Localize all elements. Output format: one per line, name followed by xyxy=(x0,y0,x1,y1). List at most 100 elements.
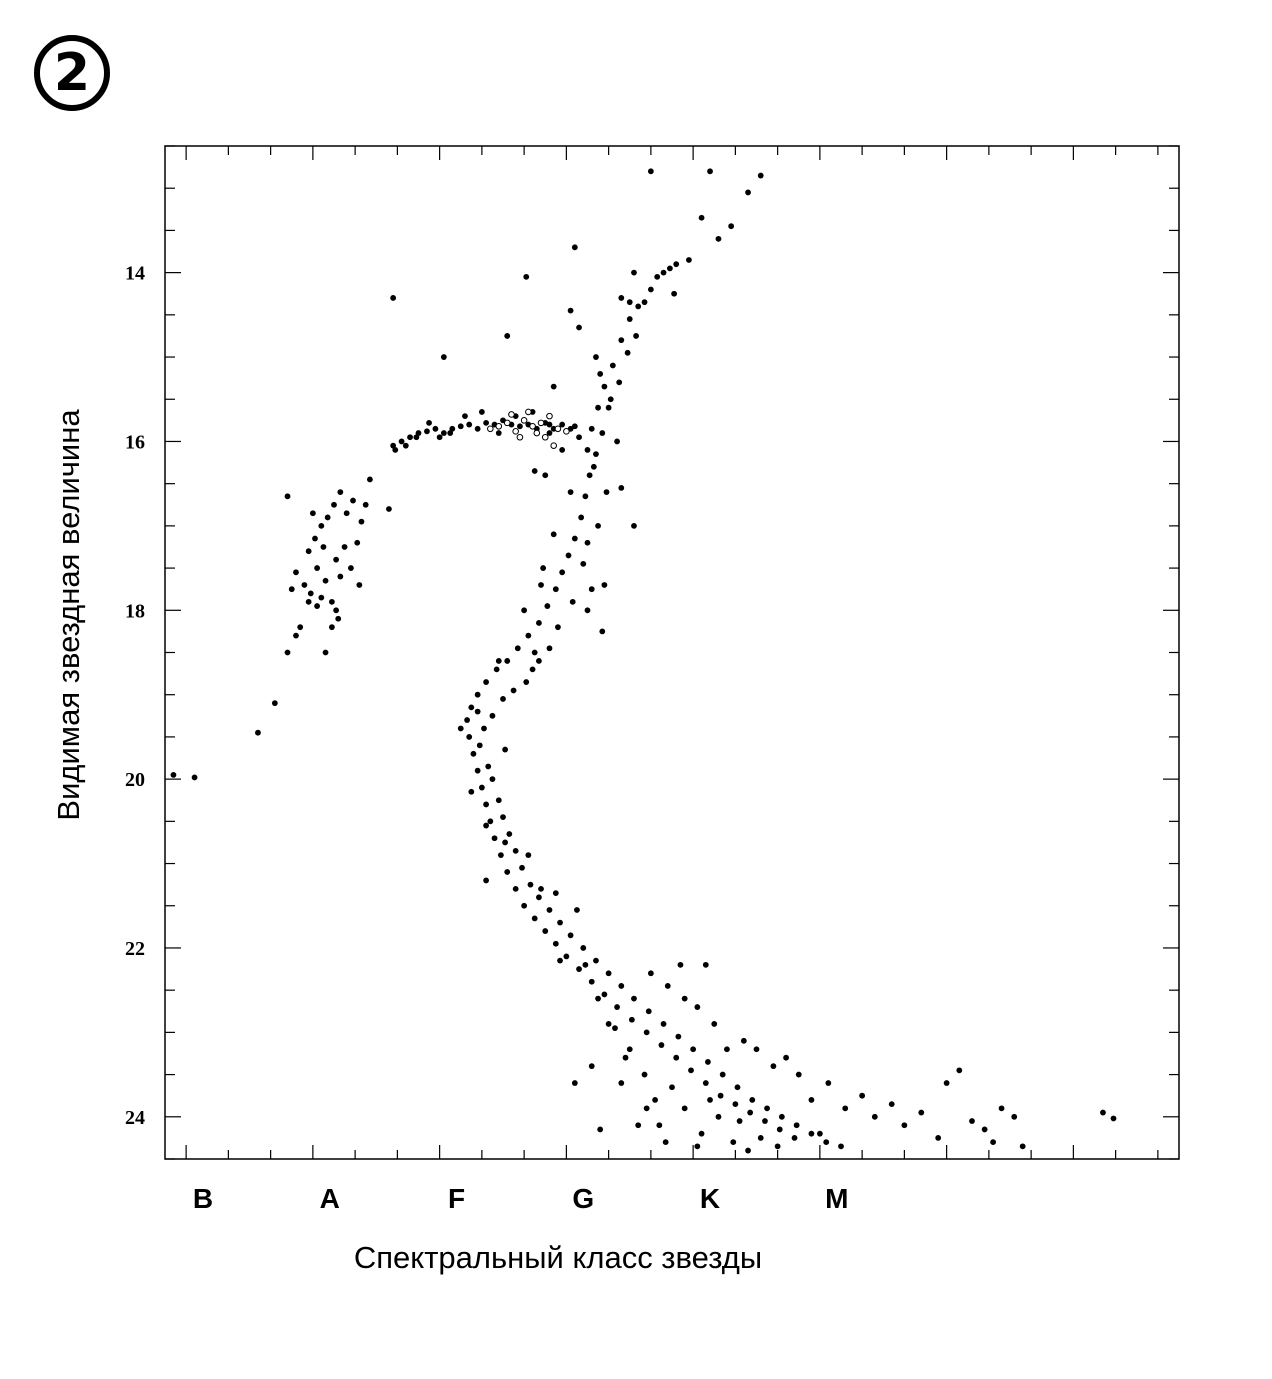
data-point xyxy=(597,1126,604,1133)
data-point xyxy=(582,961,589,968)
data-point xyxy=(677,961,684,968)
data-point xyxy=(702,1080,709,1086)
y-tick-label: 18 xyxy=(125,600,145,622)
data-point xyxy=(309,510,316,517)
y-tick-labels: 14 16 18 20 22 24 xyxy=(125,263,145,1129)
data-point xyxy=(514,645,521,652)
data-point-open xyxy=(529,422,536,430)
data-point xyxy=(341,544,348,550)
data-point xyxy=(675,1033,682,1040)
data-point xyxy=(322,649,329,656)
data-point xyxy=(337,573,344,580)
data-point xyxy=(662,1139,669,1146)
data-point xyxy=(711,1021,718,1027)
data-point xyxy=(647,168,654,175)
data-point xyxy=(331,501,337,508)
data-point xyxy=(432,425,439,432)
data-point xyxy=(468,704,475,711)
data-point xyxy=(546,645,553,652)
data-point xyxy=(502,746,509,753)
data-point xyxy=(1110,1115,1117,1122)
data-point xyxy=(635,1122,642,1129)
data-point-open xyxy=(512,428,519,435)
data-point-open xyxy=(546,412,553,420)
data-point xyxy=(512,847,519,854)
data-point xyxy=(546,421,553,428)
data-point xyxy=(483,419,489,426)
data-point xyxy=(641,299,648,306)
data-point xyxy=(552,940,559,947)
data-point xyxy=(747,1109,754,1116)
data-point xyxy=(506,831,513,837)
data-point xyxy=(757,1134,764,1141)
data-point xyxy=(770,1063,777,1070)
data-point xyxy=(402,442,409,449)
data-point xyxy=(626,316,633,322)
data-point xyxy=(688,1067,694,1074)
y-tick-label: 20 xyxy=(125,769,145,791)
data-point xyxy=(734,1084,741,1091)
data-points xyxy=(170,168,1117,1154)
data-point xyxy=(474,425,481,432)
data-point xyxy=(694,1143,701,1150)
data-point xyxy=(502,839,509,846)
data-point xyxy=(578,514,585,521)
data-point xyxy=(284,649,291,656)
data-point xyxy=(288,586,295,593)
data-point xyxy=(1019,1143,1026,1150)
data-point xyxy=(631,269,637,276)
data-point xyxy=(536,620,542,626)
data-point xyxy=(571,244,578,251)
data-point xyxy=(333,556,340,563)
axis-ticks xyxy=(165,145,1179,1160)
data-point xyxy=(776,1126,783,1133)
data-point xyxy=(348,565,354,571)
data-point xyxy=(736,1118,743,1124)
data-point xyxy=(622,1054,629,1061)
data-point xyxy=(774,1143,781,1150)
data-point xyxy=(597,371,604,377)
data-point xyxy=(324,514,331,521)
data-point xyxy=(605,1021,612,1027)
data-point xyxy=(536,658,542,664)
number-badge-text: 2 xyxy=(53,43,91,103)
data-point xyxy=(354,539,361,546)
data-point xyxy=(512,885,519,892)
spectral-class-label: G xyxy=(572,1183,594,1214)
data-point xyxy=(476,742,483,749)
data-point-open xyxy=(495,422,503,430)
data-point xyxy=(618,1080,625,1086)
data-point xyxy=(935,1134,942,1141)
y-tick-label: 24 xyxy=(125,1107,145,1129)
data-point xyxy=(614,438,620,445)
data-point xyxy=(440,430,447,436)
data-point xyxy=(601,991,608,998)
data-point xyxy=(521,607,528,614)
data-point xyxy=(466,421,473,428)
data-point xyxy=(778,1113,785,1120)
data-point xyxy=(981,1126,988,1133)
data-point xyxy=(612,1025,618,1032)
data-point xyxy=(495,797,502,804)
data-point-open xyxy=(533,429,541,437)
data-point xyxy=(715,235,722,242)
data-point xyxy=(603,489,610,496)
data-point xyxy=(350,497,356,504)
data-point xyxy=(588,1063,595,1070)
data-point xyxy=(529,666,536,673)
data-point xyxy=(658,1042,665,1048)
data-point xyxy=(593,451,599,458)
data-point xyxy=(540,565,547,571)
data-point xyxy=(555,624,561,631)
data-point xyxy=(707,1097,713,1103)
data-point xyxy=(956,1067,963,1074)
data-point xyxy=(673,261,680,268)
data-point xyxy=(510,687,517,694)
data-point xyxy=(491,835,498,842)
data-point xyxy=(569,598,576,605)
data-point xyxy=(305,598,312,605)
data-point xyxy=(322,577,329,584)
data-point-open xyxy=(554,425,562,433)
data-point xyxy=(470,750,477,757)
data-point xyxy=(631,522,637,529)
